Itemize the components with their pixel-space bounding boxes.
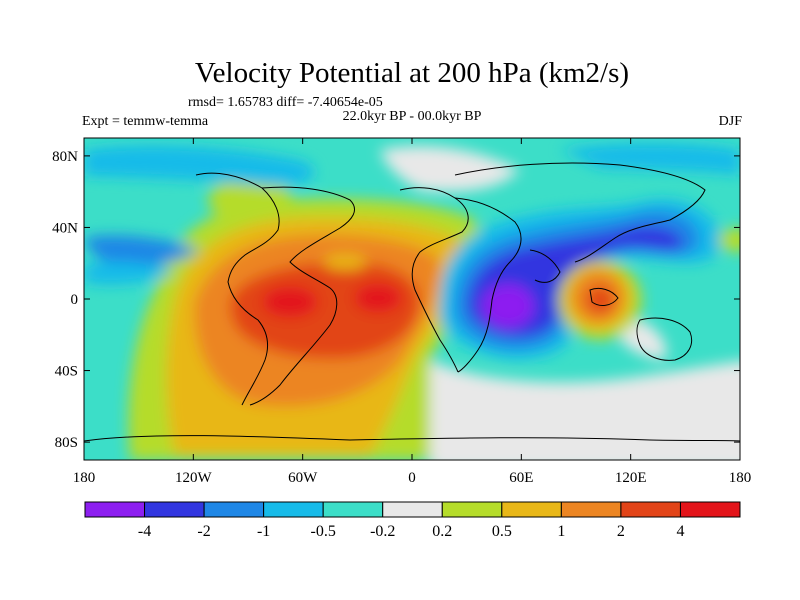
colorbar-label-0: -4 bbox=[138, 523, 151, 540]
x-tick-label-5: 120E bbox=[615, 470, 647, 486]
antarctica-coast bbox=[84, 435, 740, 442]
east-edge-positive bbox=[719, 228, 740, 252]
experiment-label: Expt = temmw-temma bbox=[82, 114, 209, 129]
colorbar-label-1: -2 bbox=[197, 523, 210, 540]
x-axis: 180 120W 60W 0 60E 120E 180 bbox=[73, 138, 752, 486]
colorbar-box-8 bbox=[560, 501, 622, 518]
y-tick-label-1: 40N bbox=[52, 220, 78, 236]
colorbar-label-4: -0.2 bbox=[370, 523, 395, 540]
arctic-negative-east bbox=[560, 143, 740, 175]
positive-notch bbox=[323, 254, 367, 270]
positive-patch-north bbox=[208, 178, 292, 222]
y-tick-label-3: 40S bbox=[55, 364, 78, 380]
australia-coast bbox=[636, 317, 693, 361]
eurasia-coast bbox=[454, 162, 706, 263]
x-tick-label-6: 180 bbox=[729, 470, 752, 486]
americas-east-coast bbox=[249, 186, 355, 406]
y-axis: 80N 40N 0 40S 80S bbox=[52, 149, 740, 451]
arctic-negative bbox=[84, 145, 315, 187]
negative-min bbox=[482, 284, 534, 328]
neutral-south bbox=[430, 360, 740, 460]
x-tick-label-1: 120W bbox=[175, 470, 213, 486]
neutral-arctic bbox=[380, 146, 520, 192]
y-tick-label-4: 80S bbox=[55, 435, 78, 451]
colorbar-label-5: 0.2 bbox=[432, 523, 452, 540]
y-tick-label-0: 80N bbox=[52, 149, 78, 165]
colorbar-label-7: 1 bbox=[557, 523, 565, 540]
x-tick-label-4: 60E bbox=[509, 470, 533, 486]
pacific-negative-tongue bbox=[84, 235, 200, 267]
time-range-label: 22.0kyr BP - 00.0kyr BP bbox=[343, 109, 482, 124]
colorbar-box-6 bbox=[441, 501, 503, 518]
contour-field bbox=[84, 138, 740, 460]
colorbar-box-9 bbox=[620, 501, 681, 518]
maritime-continent-island bbox=[589, 287, 619, 306]
chart-title: Velocity Potential at 200 hPa (km2/s) bbox=[195, 57, 629, 89]
x-tick-label-3: 0 bbox=[408, 470, 416, 486]
colorbar-box-1 bbox=[144, 501, 205, 518]
colorbar-label-8: 2 bbox=[617, 523, 625, 540]
contour-shapes bbox=[84, 143, 740, 460]
positive-max-west bbox=[262, 286, 318, 318]
colorbar-box-4 bbox=[322, 501, 384, 518]
x-tick-label-0: 180 bbox=[73, 470, 96, 486]
colorbar: -4 -2 -1 -0.5 -0.2 0.2 0.5 1 2 4 bbox=[84, 501, 741, 540]
coastlines bbox=[84, 162, 740, 442]
colorbar-box-7 bbox=[501, 501, 562, 518]
colorbar-box-5 bbox=[382, 501, 443, 518]
mc-region-2 bbox=[586, 286, 614, 314]
africa-east-coast bbox=[454, 197, 522, 373]
colorbar-box-0 bbox=[84, 501, 146, 518]
season-label: DJF bbox=[719, 114, 743, 129]
colorbar-label-3: -0.5 bbox=[311, 523, 336, 540]
positive-max-east bbox=[354, 283, 402, 313]
colorbar-label-9: 4 bbox=[676, 523, 684, 540]
india-coast bbox=[529, 249, 561, 283]
colorbar-label-6: 0.5 bbox=[492, 523, 512, 540]
x-tick-label-2: 60W bbox=[288, 470, 318, 486]
colorbar-box-10 bbox=[679, 501, 741, 518]
neutral-australia bbox=[615, 320, 667, 360]
rmsd-stats-text: rmsd= 1.65783 diff= -7.40654e-05 bbox=[188, 95, 383, 110]
pacific-negative-tongue-2 bbox=[84, 261, 175, 285]
y-tick-label-2: 0 bbox=[71, 292, 79, 308]
colorbar-label-2: -1 bbox=[257, 523, 270, 540]
colorbar-box-3 bbox=[263, 501, 324, 518]
colorbar-box-2 bbox=[203, 501, 265, 518]
